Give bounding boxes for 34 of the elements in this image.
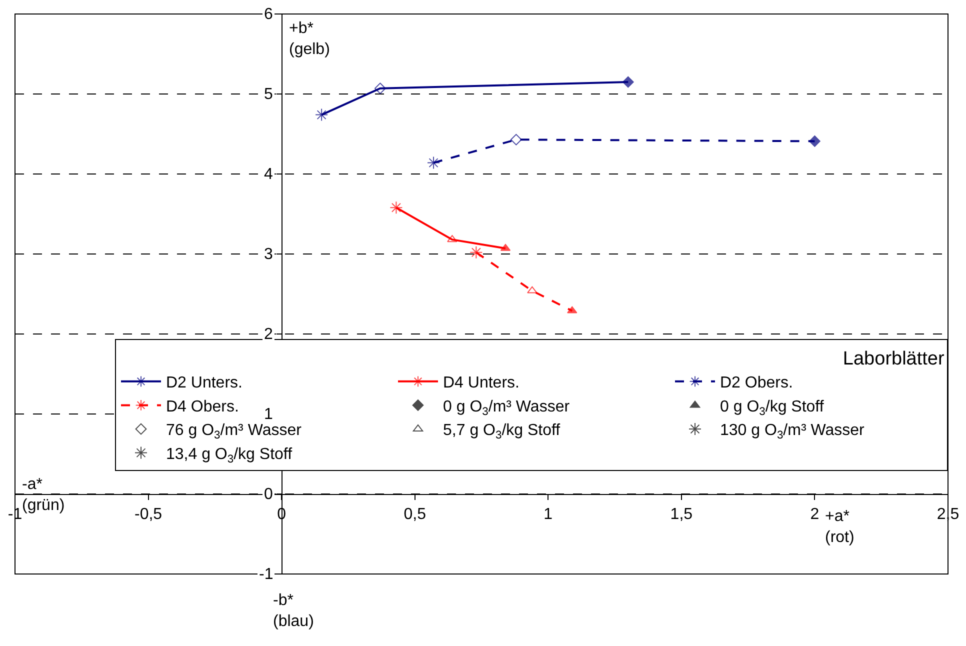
x-tick-label: 1,5: [670, 506, 693, 524]
legend-label: 0 g O$_{3}$/kg Stoff: [720, 398, 824, 418]
point: [622, 76, 634, 88]
point: [567, 306, 578, 314]
y-tick-label: 4: [264, 166, 273, 183]
legend-label: 0 g O$_{3}$/m³ Wasser: [443, 398, 570, 418]
x-tick-label: 2: [810, 506, 820, 524]
x-tick-label: 1: [544, 506, 553, 524]
y-tick-label: -1: [259, 566, 274, 583]
point: [510, 134, 522, 146]
point: [809, 136, 820, 147]
y-tick-label: 1: [264, 406, 273, 423]
annotation: +b* (gelb): [289, 20, 330, 58]
legend-label: D4 Obers.: [166, 398, 239, 416]
legend-label: D4 Unters.: [443, 374, 520, 392]
y-tick-label: 3: [264, 246, 273, 263]
y-tick-label: 6: [264, 6, 273, 23]
point: [427, 156, 440, 170]
legend-title: Laborblätter: [842, 348, 945, 370]
annotation: +a* (rot): [825, 508, 854, 546]
legend-label: D2 Obers.: [720, 374, 793, 392]
annotation: -a* (grün): [22, 476, 65, 514]
legend-label: D2 Unters.: [166, 374, 242, 392]
point: [315, 108, 328, 122]
y-tick-label: 5: [264, 86, 273, 103]
x-tick-label: -0,5: [134, 506, 162, 524]
point: [527, 286, 538, 294]
x-tick-label: 0,5: [404, 506, 426, 524]
y-tick-label: 0: [264, 486, 273, 503]
text: -b* (blau): [273, 592, 314, 630]
legend-label: 13,4 g O$_{3}$/kg Stoff: [166, 446, 293, 466]
point: [447, 235, 458, 242]
point: [374, 82, 386, 94]
y-tick-label: 2: [264, 326, 273, 343]
